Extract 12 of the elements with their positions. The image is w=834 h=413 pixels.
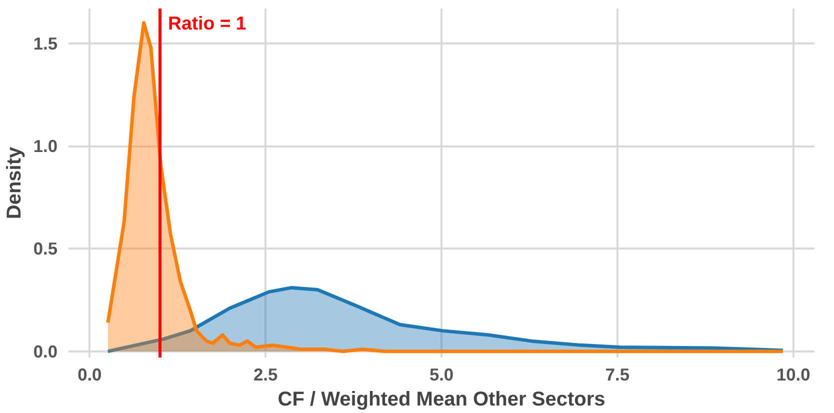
x-tick-label: 0.0 bbox=[78, 364, 102, 384]
y-tick-label: 1.0 bbox=[33, 136, 58, 156]
x-tick-label: 7.5 bbox=[605, 364, 630, 384]
y-axis-title: Density bbox=[3, 146, 26, 220]
y-tick-label: 0.5 bbox=[33, 238, 58, 259]
x-tick-label: 5.0 bbox=[429, 364, 454, 384]
ref-line-label: Ratio = 1 bbox=[168, 12, 246, 34]
x-tick-label: 10.0 bbox=[776, 364, 810, 384]
x-tick-label: 2.5 bbox=[254, 364, 278, 384]
y-tick-label: 0.0 bbox=[33, 341, 58, 362]
x-axis-title: CF / Weighted Mean Other Sectors bbox=[278, 388, 606, 410]
y-tick-label: 1.5 bbox=[33, 33, 58, 54]
